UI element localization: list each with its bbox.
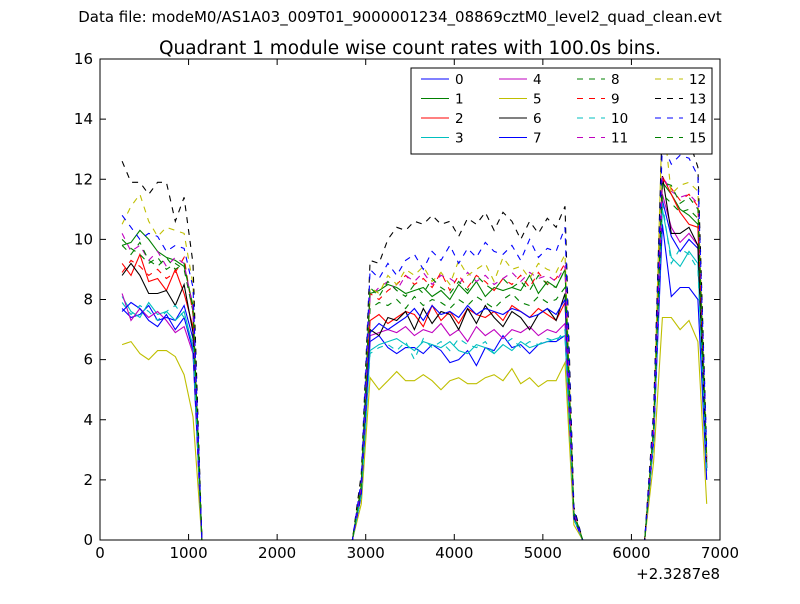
x-tick-label: 7000	[701, 544, 739, 562]
series-line-14	[121, 142, 708, 541]
x-axis-offset-label: +2.3287e8	[636, 565, 720, 583]
y-tick-label: 2	[83, 471, 93, 489]
x-tick-label: 4000	[435, 544, 473, 562]
legend-label-10: 10	[611, 111, 628, 127]
figure-suptitle: Data file: modeM0/AS1A03_009T01_90000012…	[78, 8, 722, 26]
x-tick-label: 1000	[169, 544, 207, 562]
x-tick-label: 2000	[258, 544, 296, 562]
x-tick-label: 0	[95, 544, 105, 562]
legend-label-2: 2	[455, 111, 464, 127]
series-line-8	[121, 193, 708, 541]
legend-label-3: 3	[455, 131, 464, 147]
series-line-10	[121, 203, 708, 541]
legend-label-7: 7	[533, 131, 542, 147]
legend-label-15: 15	[689, 131, 706, 147]
x-tick-label: 3000	[347, 544, 385, 562]
series-line-6	[121, 176, 708, 541]
series-line-12	[121, 110, 708, 541]
y-tick-label: 10	[74, 230, 93, 248]
series-line-15	[121, 181, 708, 541]
legend-label-11: 11	[611, 131, 628, 147]
x-tick-label: 6000	[612, 544, 650, 562]
y-tick-label: 6	[83, 351, 93, 369]
legend-label-13: 13	[689, 92, 706, 108]
legend-label-6: 6	[533, 111, 542, 127]
plot-lines	[121, 110, 708, 541]
legend-label-12: 12	[689, 72, 706, 88]
y-tick-label: 4	[83, 411, 93, 429]
x-axis: 0 1000 2000 3000 4000 5000 6000 7000	[95, 59, 739, 562]
legend-label-0: 0	[455, 72, 464, 88]
series-line-9	[121, 178, 708, 541]
series-line-3	[121, 209, 708, 541]
x-tick-label: 5000	[524, 544, 562, 562]
legend-label-4: 4	[533, 72, 542, 88]
series-line-11	[121, 174, 708, 541]
legend-label-8: 8	[611, 72, 620, 88]
series-line-7	[121, 224, 708, 541]
y-tick-label: 0	[83, 531, 93, 549]
series-line-1	[121, 180, 708, 541]
legend-label-5: 5	[533, 92, 542, 108]
y-tick-label: 14	[74, 110, 93, 128]
legend-label-9: 9	[611, 92, 620, 108]
series-line-2	[121, 175, 708, 541]
series-line-4	[121, 194, 708, 541]
legend-label-14: 14	[689, 111, 706, 127]
y-tick-label: 12	[74, 170, 93, 188]
y-tick-label: 16	[74, 50, 93, 68]
legend-frame	[410, 67, 713, 155]
legend-label-1: 1	[455, 92, 464, 108]
series-line-0	[121, 200, 708, 541]
chart-title: Quadrant 1 module wise count rates with …	[159, 38, 661, 59]
y-tick-label: 8	[83, 291, 93, 309]
